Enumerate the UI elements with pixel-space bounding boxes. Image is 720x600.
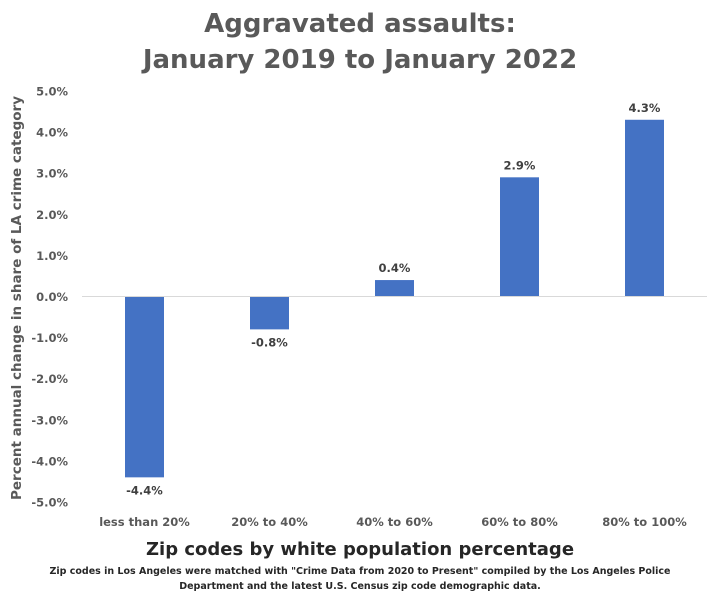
data-label: -0.8% (251, 335, 288, 349)
y-tick-label: -1.0% (31, 331, 68, 345)
y-axis-title: Percent annual change in share of LA cri… (9, 96, 25, 500)
y-tick-label: -4.0% (31, 454, 68, 468)
footnote-line-1: Zip codes in Los Angeles were matched wi… (49, 566, 671, 577)
bar (125, 296, 164, 478)
y-tick-label: 0.0% (36, 290, 68, 304)
bar (625, 119, 664, 297)
y-tick-label: 3.0% (36, 167, 68, 181)
x-tick-label: 60% to 80% (481, 515, 558, 529)
x-tick-label: less than 20% (99, 515, 190, 529)
y-tick-label: 4.0% (36, 126, 68, 140)
y-axis: 5.0% 4.0% 3.0% 2.0% 1.0% 0.0% -1.0% -2.0% -3.0% -… (31, 85, 68, 510)
y-tick-label: 5.0% (36, 85, 68, 99)
x-axis-title: Zip codes by white population percentage (145, 539, 575, 560)
data-label: 4.3% (629, 101, 661, 115)
x-axis: less than 20% 20% to 40% 40% to 60% 60% to … (99, 515, 687, 529)
footnote-line-2: Department and the latest U.S. Census zi… (179, 581, 541, 592)
y-tick-label: 1.0% (36, 249, 68, 263)
y-tick-label: 2.0% (36, 208, 68, 222)
data-labels: -4.4% -0.8% 0.4% 2.9% 4.3% (126, 101, 661, 498)
data-label: -4.4% (126, 483, 163, 497)
y-tick-label: -5.0% (31, 496, 68, 510)
y-tick-label: -3.0% (31, 413, 68, 427)
x-tick-label: 40% to 60% (356, 515, 433, 529)
x-tick-label: 80% to 100% (602, 515, 687, 529)
chart-title-line-1: Aggravated assaults: (204, 9, 516, 39)
footnote: Zip codes in Los Angeles were matched wi… (0, 564, 720, 594)
data-label: 2.9% (504, 158, 536, 172)
y-tick-label: -2.0% (31, 372, 68, 386)
chart-title: Aggravated assaults: January 2019 to Jan… (0, 6, 720, 78)
x-tick-label: 20% to 40% (231, 515, 308, 529)
bar (375, 280, 414, 297)
data-label: 0.4% (379, 261, 411, 275)
bar-series (125, 119, 664, 478)
bar (250, 296, 289, 330)
chart-title-line-2: January 2019 to January 2022 (142, 45, 578, 75)
bar (500, 177, 539, 297)
